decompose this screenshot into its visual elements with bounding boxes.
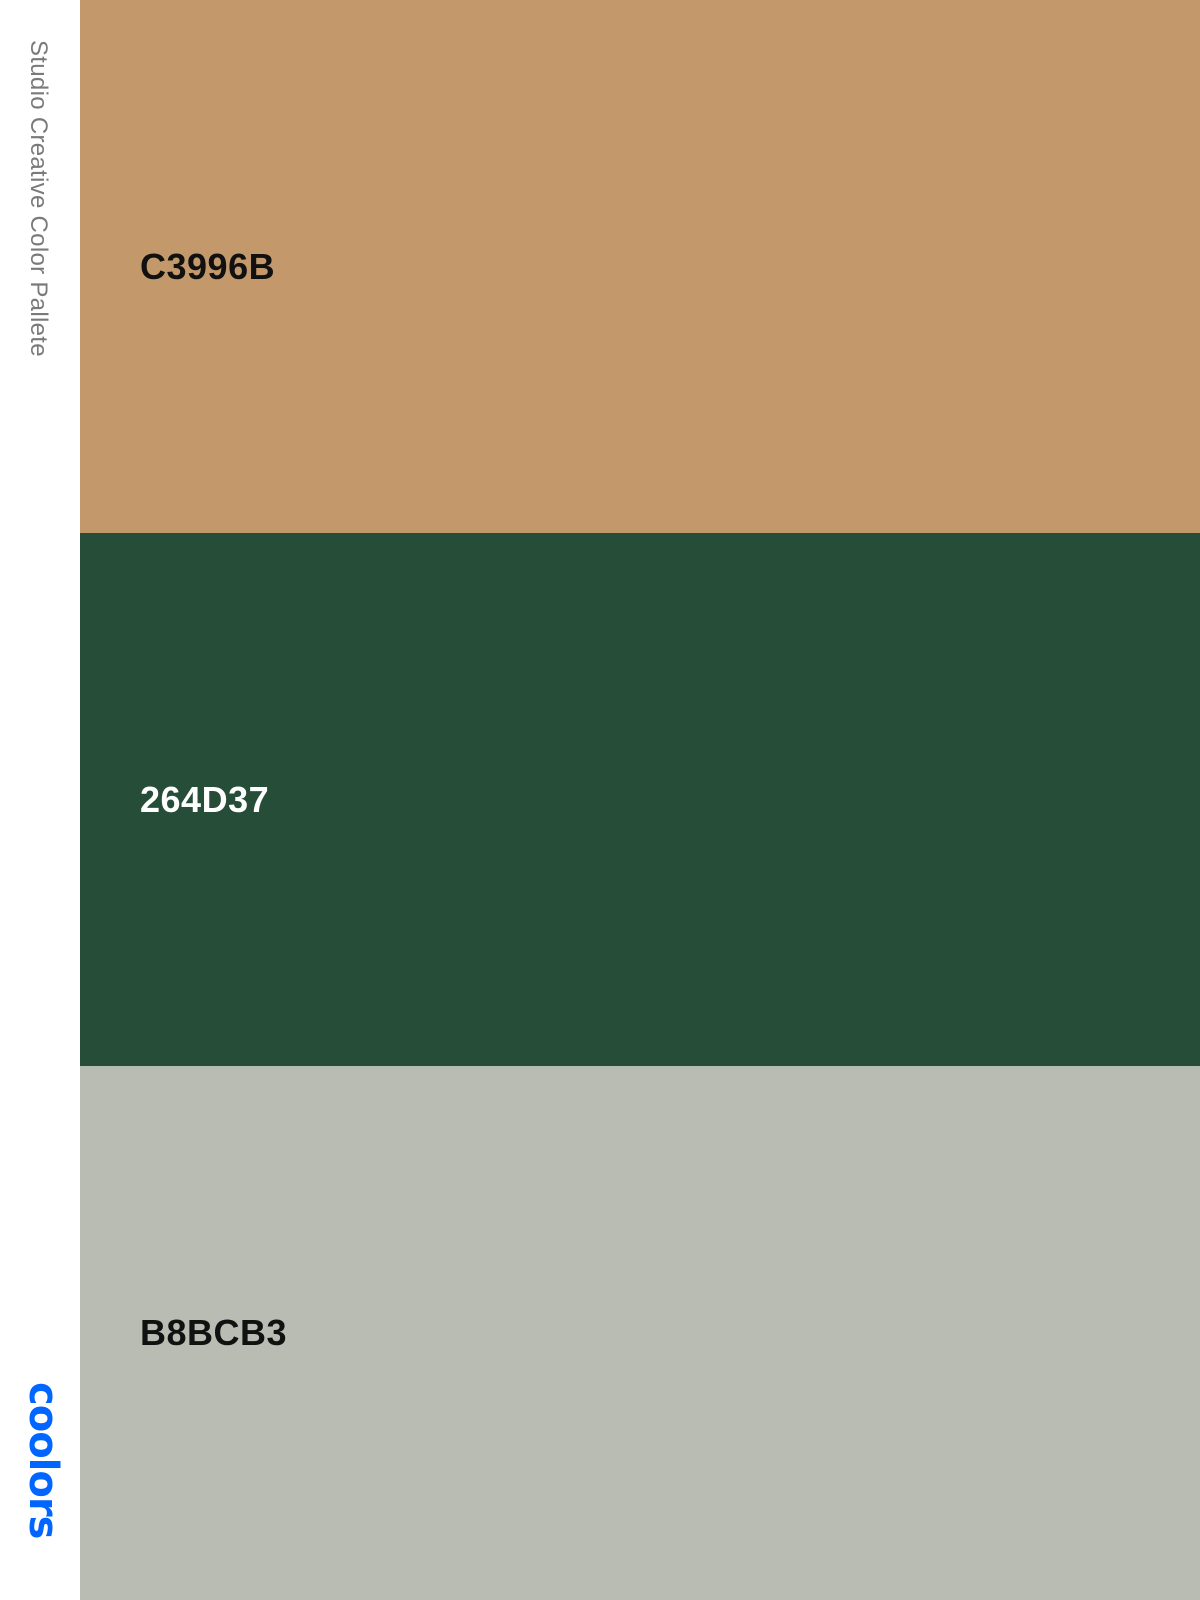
coolors-logo: coolors	[20, 1382, 66, 1539]
palette-title: Studio Creative Color Pallete	[25, 40, 52, 357]
swatch-hex-label: B8BCB3	[140, 1312, 288, 1353]
swatch-hex-label: 264D37	[140, 778, 270, 820]
swatch-hex-label: C3996B	[140, 245, 276, 287]
swatch-list: C3996B 264D37 B8BCB3	[80, 0, 1200, 1600]
color-swatch-3[interactable]: B8BCB3	[80, 1066, 1200, 1600]
color-swatch-1[interactable]: C3996B	[80, 0, 1200, 533]
sidebar: Studio Creative Color Pallete coolors	[0, 0, 80, 1600]
color-swatch-2[interactable]: 264D37	[80, 533, 1200, 1066]
